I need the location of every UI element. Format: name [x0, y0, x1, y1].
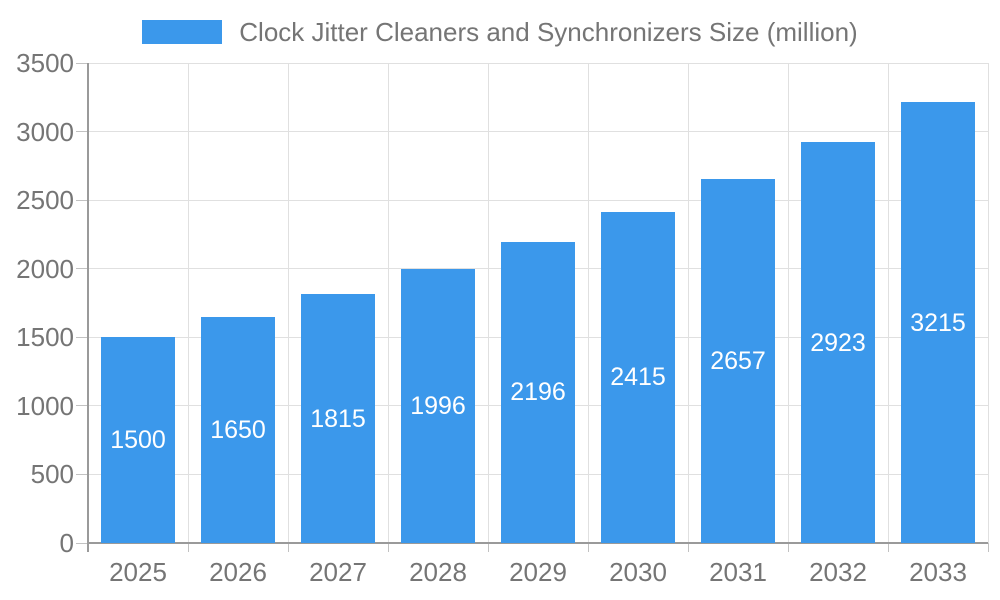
bar-value-label: 1996 — [410, 392, 466, 421]
x-tick-label: 2025 — [109, 557, 167, 587]
gridline-horizontal — [88, 62, 988, 64]
x-tick-label: 2026 — [209, 557, 267, 587]
bar-value-label: 2415 — [610, 363, 666, 392]
gridline-vertical — [787, 63, 789, 543]
bar-value-label: 2923 — [810, 328, 866, 357]
legend-swatch — [142, 20, 223, 44]
bar-2031 — [701, 178, 775, 543]
bar-value-label: 2657 — [710, 346, 766, 375]
y-tick-label: 3000 — [16, 116, 74, 147]
x-axis-tick — [387, 543, 389, 552]
x-axis-tick — [187, 543, 189, 552]
y-axis-tick — [76, 131, 88, 133]
y-tick-label: 3500 — [16, 48, 74, 78]
y-tick-label: 2000 — [16, 253, 74, 284]
x-tick-label: 2031 — [709, 557, 767, 587]
x-axis-tick — [987, 543, 989, 552]
y-axis-line — [87, 63, 89, 552]
y-tick-label: 0 — [59, 528, 74, 558]
gridline-vertical — [687, 63, 689, 543]
x-tick-label: 2032 — [809, 557, 867, 587]
x-tick-label: 2027 — [309, 557, 367, 587]
bar-value-label: 1650 — [210, 415, 266, 444]
bar-2028 — [401, 269, 475, 543]
y-axis-tick — [76, 405, 88, 407]
bar-2025 — [101, 337, 175, 543]
y-axis-tick — [76, 336, 88, 338]
x-axis-line — [88, 542, 988, 544]
bar-2027 — [301, 294, 375, 543]
x-axis-tick — [687, 543, 689, 552]
y-tick-label: 1500 — [16, 322, 74, 353]
y-axis-tick — [76, 199, 88, 201]
x-tick-label: 2033 — [909, 557, 967, 587]
x-tick-label: 2029 — [509, 557, 567, 587]
bar-value-label: 1815 — [310, 404, 366, 433]
y-axis-tick — [76, 62, 88, 64]
x-axis-tick — [287, 543, 289, 552]
legend-label: Clock Jitter Cleaners and Synchronizers … — [239, 17, 858, 47]
x-axis-tick — [787, 543, 789, 552]
gridline-vertical — [487, 63, 489, 543]
x-axis-tick — [887, 543, 889, 552]
bar-2033 — [901, 102, 975, 543]
gridline-vertical — [887, 63, 889, 543]
y-tick-label: 2500 — [16, 185, 74, 216]
legend[interactable]: Clock Jitter Cleaners and Synchronizers … — [0, 17, 1000, 47]
gridline-vertical — [387, 63, 389, 543]
gridline-vertical — [987, 63, 989, 543]
gridline-vertical — [587, 63, 589, 543]
y-axis-tick — [76, 268, 88, 270]
x-axis-tick — [587, 543, 589, 552]
bar-2026 — [201, 316, 275, 543]
x-axis-tick — [487, 543, 489, 552]
bar-2030 — [601, 211, 675, 543]
bar-value-label: 1500 — [110, 426, 166, 455]
gridline-vertical — [287, 63, 289, 543]
gridline-horizontal — [88, 131, 988, 133]
gridline-vertical — [187, 63, 189, 543]
bar-2032 — [801, 142, 875, 543]
x-tick-label: 2030 — [609, 557, 667, 587]
bar-value-label: 2196 — [510, 378, 566, 407]
y-tick-label: 1000 — [16, 390, 74, 421]
gridline-horizontal — [88, 199, 988, 201]
y-tick-label: 500 — [30, 459, 74, 490]
y-axis-tick — [76, 473, 88, 475]
y-axis-tick — [76, 542, 88, 544]
bar-value-label: 3215 — [910, 308, 966, 337]
bar-2029 — [501, 241, 575, 543]
x-tick-label: 2028 — [409, 557, 467, 587]
